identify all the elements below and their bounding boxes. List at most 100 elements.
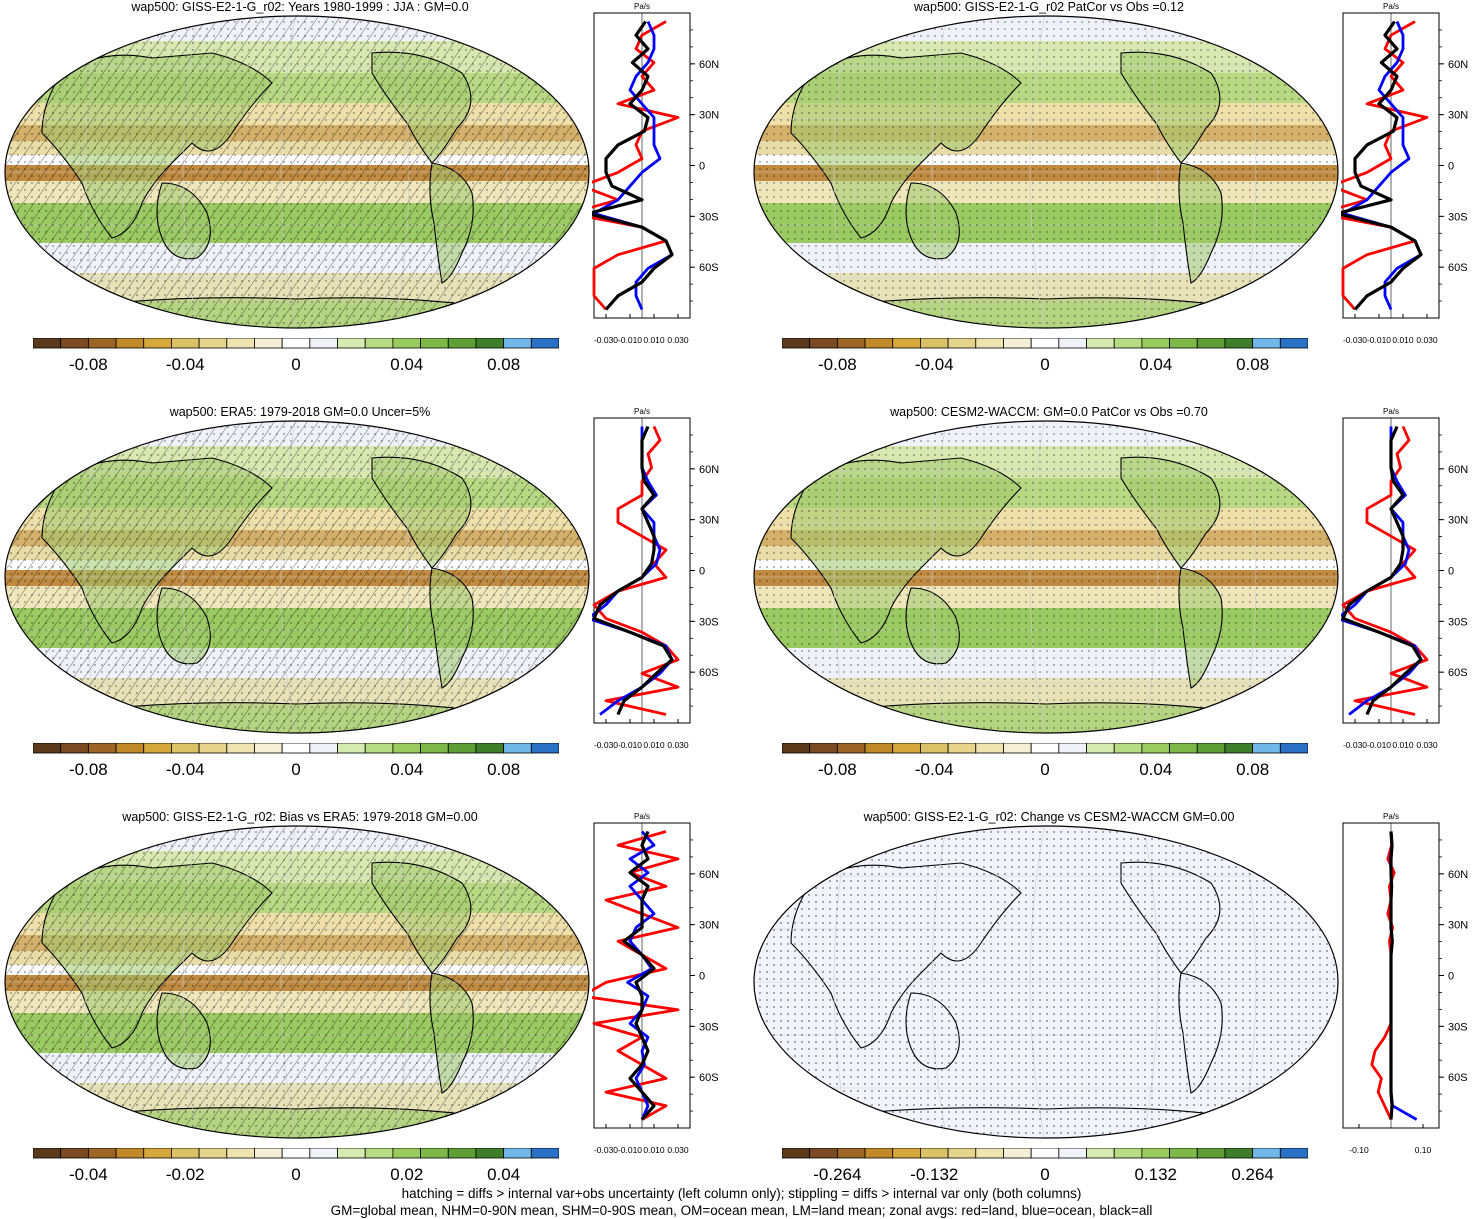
colorbar: -0.264 -0.132 0 0.132 0.264 [782,1148,1308,1184]
colorbar-swatch [420,743,449,754]
colorbar-swatch [392,743,421,754]
colorbar-tick-label: 0 [291,355,300,374]
zonal-all-line [1341,425,1423,716]
colorbar-swatch [281,743,311,754]
zonal-x-tick-label: -0.010 [1367,740,1391,750]
zonal-unit-label: Pa/s [1383,407,1399,416]
colorbar-swatch [420,338,449,349]
colorbar-swatch [392,338,421,349]
colorbar-swatch [198,743,228,754]
colorbar-tick-label: 0.08 [1236,355,1269,374]
colorbar-swatch [1003,338,1032,349]
colorbar-swatch [503,1148,532,1159]
colorbar-swatch [892,743,921,754]
world-map [4,15,590,329]
colorbar-swatch [1169,1148,1198,1159]
colorbar-swatch [1030,338,1060,349]
colorbar-swatch [337,338,366,349]
panel-3: wap500: ERA5: 1979-2018 GM=0.0 Uncer=5% … [0,405,741,807]
colorbar-swatch [364,743,394,754]
colorbar-swatch [143,338,172,349]
colorbar-swatch [364,1148,394,1159]
zonal-x-tick-label: -0.010 [618,740,642,750]
colorbar-tick-label: 0 [1040,355,1049,374]
colorbar-swatch [33,743,62,754]
lat-tick-label: 60S [699,1072,719,1084]
colorbar-swatch [1196,1148,1226,1159]
colorbar-tick-label: -0.08 [818,760,857,779]
colorbar-swatch [1196,338,1226,349]
map-border [4,420,590,734]
colorbar-swatch [1169,743,1198,754]
footer-note-legend: GM=global mean, NHM=0-90N mean, SHM=0-90… [330,1203,1153,1218]
colorbar-tick-label: 0.02 [390,1165,423,1184]
colorbar-swatch [836,338,866,349]
zonal-x-tick-label: -0.030 [594,740,618,750]
colorbar-swatch [115,338,145,349]
colorbar-tick-label: 0.08 [487,760,520,779]
colorbar-swatch [475,338,505,349]
colorbar-swatch [975,743,1004,754]
world-map [4,420,590,734]
colorbar-swatch [171,1148,200,1159]
colorbar-tick-label: -0.04 [166,355,205,374]
colorbar-swatch [1169,338,1198,349]
colorbar-swatch [143,743,172,754]
colorbar-tick-label: -0.04 [69,1165,108,1184]
colorbar: -0.08 -0.04 0 0.04 0.08 [782,338,1308,374]
colorbar-swatch [60,1148,89,1159]
world-map [4,825,590,1139]
lat-tick-label: 60N [699,869,719,881]
colorbar-swatch [1086,1148,1115,1159]
lat-tick-label: 60S [1448,667,1468,679]
zonal-x-tick-label: -0.010 [618,335,642,345]
colorbar-swatch [254,1148,283,1159]
colorbar-swatch [226,338,255,349]
colorbar-swatch [171,338,200,349]
colorbar-swatch [60,338,89,349]
colorbar-swatch [1252,1148,1281,1159]
colorbar-swatch [975,1148,1004,1159]
colorbar-swatch [1224,1148,1254,1159]
colorbar-swatch [892,1148,921,1159]
zonal-x-tick-label: 0.030 [667,1145,689,1155]
zonal-mean-plot: Pa/s 60N 30N 0 30S 60S -0.030 -0.010 0.010 0.030 [592,2,719,345]
colorbar-swatch [364,338,394,349]
colorbar-tick-label: -0.04 [915,355,954,374]
colorbar: -0.08 -0.04 0 0.04 0.08 [33,743,559,779]
colorbar-tick-label: 0.08 [1236,760,1269,779]
lat-tick-label: 30N [1448,515,1468,527]
colorbar-swatch [87,743,117,754]
lat-tick-label: 0 [699,161,705,173]
colorbar-tick-label: 0.04 [390,355,423,374]
zonal-x-tick-label: -0.030 [594,1145,618,1155]
colorbar-swatch [1113,743,1143,754]
colorbar-swatch [1113,1148,1143,1159]
map-border [753,15,1339,329]
colorbar-swatch [309,1148,338,1159]
panel-title: wap500: CESM2-WACCM: GM=0.0 PatCor vs Ob… [890,405,1208,419]
footer-note-hatching: hatching = diffs > internal var+obs unce… [401,1186,1082,1201]
world-map [753,15,1339,329]
colorbar-tick-label: 0 [291,1165,300,1184]
zonal-mean-plot: Pa/s 60N 30N 0 30S 60S -0.030 -0.010 0.010 0.030 [592,407,719,750]
colorbar-swatch [503,338,532,349]
colorbar-tick-label: 0.04 [1139,355,1172,374]
colorbar-tick-label: 0.08 [487,355,520,374]
map-border [753,420,1339,734]
stippling [754,421,1338,733]
colorbar-tick-label: 0.264 [1231,1165,1274,1184]
zonal-x-tick-label: 0.010 [643,335,665,345]
panel-1: wap500: GISS-E2-1-G_r02: Years 1980-1999… [0,0,741,402]
lat-tick-label: 60S [1448,1072,1468,1084]
colorbar-tick-label: 0.04 [487,1165,520,1184]
lat-tick-label: 0 [1448,971,1454,983]
colorbar-tick-label: 0.04 [1139,760,1172,779]
zonal-unit-label: Pa/s [1383,812,1399,821]
hatching [5,421,589,733]
colorbar-swatch [226,1148,255,1159]
zonal-x-tick-label: 0.010 [1392,335,1414,345]
panel-4: wap500: CESM2-WACCM: GM=0.0 PatCor vs Ob… [749,405,1483,807]
lat-tick-label: 60N [699,464,719,476]
colorbar-swatch [530,338,559,349]
